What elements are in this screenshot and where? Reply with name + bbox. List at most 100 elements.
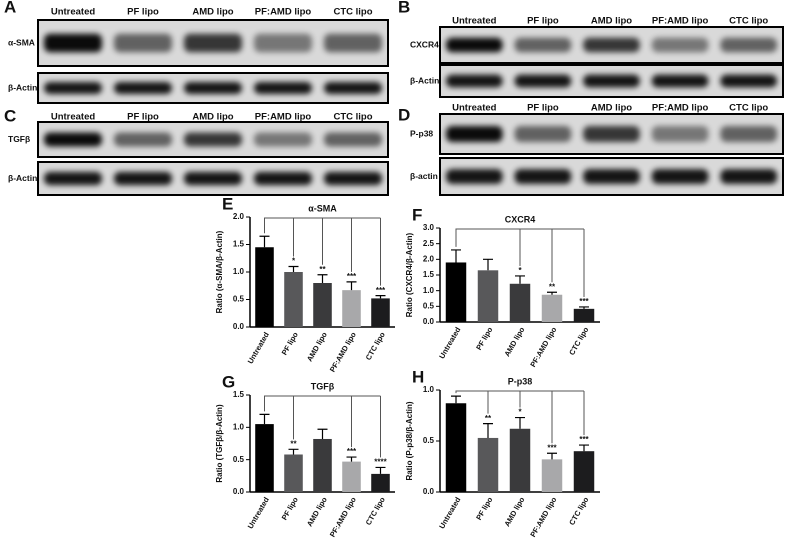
significance-label: *** [579, 297, 589, 306]
y-tick-label: 0.0 [233, 487, 245, 496]
panel-letter: F [412, 205, 422, 224]
blot-band [514, 74, 572, 88]
x-tick-label: Untreated [437, 325, 463, 360]
bar [371, 298, 390, 327]
lane-label: CTC lipo [333, 112, 372, 123]
bar [255, 247, 274, 327]
row-label: α-SMA [8, 37, 35, 47]
significance-label: ** [549, 282, 556, 291]
lane-label: PF lipo [127, 7, 159, 18]
lane-label: Untreated [452, 103, 497, 114]
y-tick-label: 2.0 [233, 212, 245, 221]
error-bar [515, 275, 525, 284]
bar [509, 428, 531, 492]
error-bar [259, 235, 270, 248]
row-label: β-Actin [8, 82, 37, 92]
x-tick-label: AMD lipo [502, 495, 526, 528]
blot-band [583, 169, 640, 184]
y-axis-label: Ratio (P-p38/β-Actin) [405, 401, 414, 480]
y-tick-label: 1.0 [423, 286, 435, 295]
blot-band [651, 37, 709, 53]
bar [342, 461, 361, 492]
lane-label: Untreated [51, 7, 96, 18]
blot-band [651, 126, 709, 142]
significance-label: ** [319, 265, 326, 274]
x-tick-label: PF:AMD lipo [528, 495, 558, 538]
blot-band [324, 171, 382, 186]
y-tick-label: 0.5 [233, 455, 245, 464]
bar [509, 283, 531, 322]
row-label: TGFβ [8, 134, 30, 144]
significance-label: * [518, 266, 522, 275]
significance-label: ** [485, 414, 492, 423]
lane-label: AMD lipo [192, 112, 233, 123]
bracket [455, 390, 584, 394]
bar [573, 451, 595, 492]
lane-label: PF lipo [127, 112, 159, 123]
bracket [264, 395, 381, 412]
x-tick-label: CTC lipo [364, 330, 387, 362]
row-label: β-Actin [410, 75, 439, 85]
bar [477, 437, 499, 492]
y-tick-label: 1.0 [423, 385, 435, 394]
y-tick-label: 1.0 [233, 422, 245, 431]
significance-label: ** [290, 439, 297, 448]
blot-band [44, 33, 102, 53]
blot-band [514, 126, 572, 142]
blot-band [324, 132, 382, 147]
lane-label: Untreated [452, 16, 497, 27]
panel-letter: A [4, 0, 16, 16]
blot-band [184, 82, 242, 94]
x-tick-label: PF lipo [474, 495, 495, 522]
blot-band [254, 132, 312, 147]
bracket [455, 228, 584, 247]
error-bar [451, 395, 461, 404]
panel-letter: G [222, 372, 235, 391]
lane-label: CTC lipo [729, 16, 768, 27]
bar [445, 262, 467, 322]
bar [284, 454, 303, 492]
significance-label: * [292, 257, 296, 266]
error-bar [579, 306, 589, 309]
y-tick-label: 2.5 [423, 239, 435, 248]
lane-label: CTC lipo [729, 103, 768, 114]
blot-band [651, 74, 709, 88]
significance-label: *** [547, 443, 557, 452]
x-tick-label: PF lipo [280, 330, 301, 357]
lane-label: Untreated [51, 112, 96, 123]
row-label: β-Actin [8, 173, 37, 183]
y-tick-label: 0.0 [423, 317, 435, 326]
y-tick-label: 0.5 [423, 301, 435, 310]
bar [477, 270, 499, 322]
chart-title: TGFβ [311, 381, 335, 391]
chart-title: α-SMA [308, 203, 337, 213]
error-bar [346, 281, 357, 291]
significance-label: **** [374, 458, 387, 467]
bar [313, 438, 332, 492]
y-tick-label: 0.5 [423, 436, 435, 445]
bar [342, 290, 361, 327]
error-bar [317, 428, 328, 439]
y-axis-label: Ratio (CXCR4/β-Actin) [405, 232, 414, 317]
lane-label: PF:AMD lipo [255, 7, 312, 18]
blot-band [184, 33, 242, 53]
error-bar [483, 423, 493, 438]
error-bar [483, 258, 493, 271]
blot-band [720, 37, 777, 53]
x-tick-label: PF lipo [474, 325, 495, 352]
y-axis-label: Ratio (TGFβ/β-Actin) [215, 404, 224, 483]
y-tick-label: 0.5 [233, 295, 245, 304]
blot-band [254, 171, 312, 186]
blot-band [514, 37, 572, 53]
x-tick-label: CTC lipo [567, 495, 590, 527]
error-bar [451, 249, 461, 263]
significance-label: *** [376, 286, 386, 295]
blot-band [583, 37, 640, 53]
lane-label: PF:AMD lipo [652, 16, 709, 27]
lane-label: CTC lipo [333, 7, 372, 18]
x-tick-label: AMD lipo [305, 495, 329, 528]
blot-band [184, 132, 242, 147]
bracket [264, 217, 381, 234]
significance-label: *** [347, 447, 357, 456]
